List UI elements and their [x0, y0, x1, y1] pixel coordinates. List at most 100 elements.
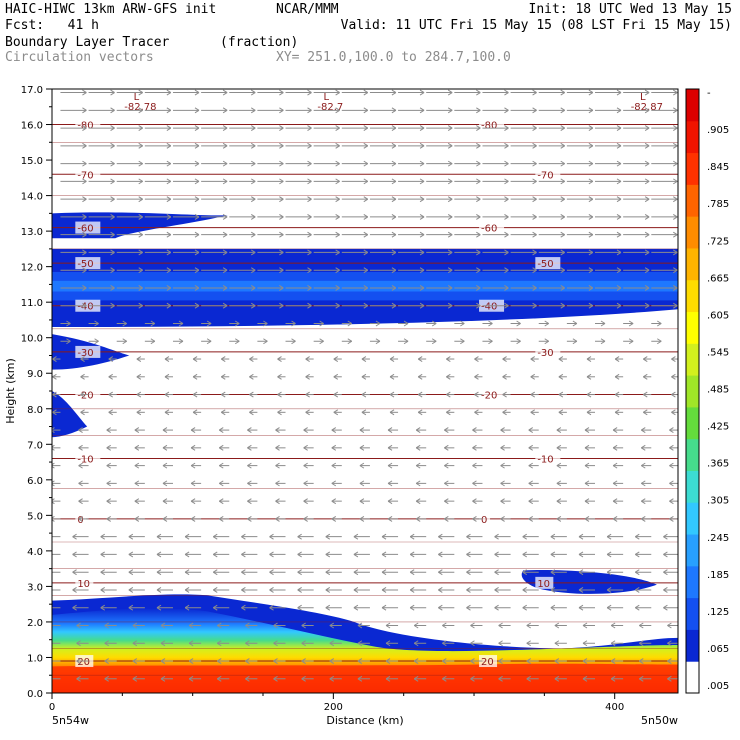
wind-vector-head	[466, 587, 471, 593]
circulation-vector-layer	[44, 89, 705, 682]
contour-label-bg	[75, 345, 101, 358]
wind-vector-head	[222, 160, 228, 167]
wind-vector-head	[100, 569, 105, 576]
wind-vector-head	[644, 302, 650, 309]
contour-label: 0	[481, 515, 487, 526]
wind-vector-head	[560, 125, 565, 132]
wind-vector-head	[502, 391, 507, 398]
wind-vector-head	[94, 338, 99, 345]
wind-vector-head	[502, 373, 507, 380]
wind-vector-head	[447, 213, 453, 220]
wind-vector-head	[275, 480, 280, 487]
wind-vector-head	[528, 462, 533, 469]
wind-vector-head	[363, 178, 369, 185]
wind-vector-head	[558, 409, 564, 416]
colorbar-swatch	[686, 279, 699, 313]
wind-vector-head	[391, 249, 397, 256]
wind-vector-head	[166, 231, 172, 238]
wind-vector-head	[578, 569, 584, 576]
wind-vector-head	[218, 427, 224, 434]
wind-vector-head	[612, 444, 618, 451]
wind-vector-head	[532, 302, 537, 309]
wind-vector-head	[560, 249, 565, 256]
wind-vector-head	[673, 285, 678, 291]
wind-vector-head	[363, 196, 369, 203]
wind-vector-head	[220, 373, 226, 380]
wind-vector-head	[612, 498, 618, 505]
wind-vector-head	[249, 356, 254, 362]
wind-vector-head	[701, 285, 705, 290]
wind-vector-head	[488, 320, 493, 327]
contour-label-bg	[479, 388, 505, 401]
wind-vector-head	[628, 338, 634, 345]
wind-vector-head	[331, 462, 337, 469]
wind-vector-head	[132, 675, 138, 682]
wind-vector-head	[447, 249, 453, 256]
wind-vector-head	[616, 160, 622, 167]
wind-vector-head	[556, 462, 562, 469]
wind-vector-head	[347, 338, 353, 345]
wind-vector-head	[78, 480, 83, 487]
wind-vector-head	[528, 427, 533, 434]
wind-vector-head	[166, 125, 172, 132]
wind-vector-head	[190, 427, 196, 434]
wind-vector-head	[279, 231, 284, 238]
wind-vector-head	[415, 427, 421, 434]
wind-vector-head	[166, 178, 172, 185]
wind-vector-head	[446, 391, 451, 398]
wind-vector-head	[263, 320, 268, 327]
wind-vector-head	[701, 179, 705, 184]
wind-vector-head	[387, 515, 393, 522]
wind-vector-head	[526, 658, 531, 664]
wind-vector-head	[194, 302, 200, 309]
wind-vector-head	[194, 196, 200, 203]
wind-vector-head	[635, 569, 640, 576]
wind-vector-head	[476, 249, 481, 256]
wind-vector-head	[307, 302, 312, 309]
wind-vector-head	[417, 356, 423, 362]
wind-vector-head	[108, 409, 113, 416]
wind-vector-head	[335, 196, 340, 203]
wind-vector-head	[329, 640, 335, 647]
wind-vector-head	[532, 142, 537, 149]
wind-vector-head	[206, 338, 212, 345]
wind-vector-head	[498, 675, 503, 682]
wind-vector-head	[532, 249, 537, 256]
wind-vector-head	[192, 409, 198, 416]
wind-vector-head	[273, 622, 278, 629]
wind-vector-head	[572, 320, 578, 327]
wind-vector-head	[128, 569, 134, 576]
wind-vector-head	[572, 338, 578, 345]
wind-vector-head	[447, 107, 453, 114]
wind-vector-head	[110, 249, 115, 256]
wind-vector-head	[194, 213, 200, 220]
wind-vector-head	[279, 196, 284, 203]
wind-vector-head	[616, 302, 622, 309]
wind-vector-head	[387, 498, 393, 505]
wind-vector-head	[136, 391, 142, 398]
wind-vector-head	[532, 213, 537, 220]
wind-vector-head	[241, 551, 246, 558]
wind-vector-head	[610, 622, 616, 629]
wind-vector-head	[325, 604, 331, 611]
wind-vector-head	[644, 249, 650, 256]
wind-vector-head	[190, 462, 196, 469]
wind-vector-head	[250, 213, 256, 220]
wind-vector-head	[190, 444, 196, 451]
wind-vector-head	[72, 569, 77, 576]
wind-vector-head	[357, 675, 363, 682]
wind-vector-head	[82, 302, 87, 309]
overlay-name: Circulation vectors	[5, 50, 154, 65]
wind-vector-head	[128, 604, 134, 611]
wind-vector-head	[325, 533, 331, 540]
wind-vector-head	[616, 213, 622, 220]
wind-vector-head	[250, 196, 256, 203]
wind-vector-head	[66, 320, 71, 327]
wind-vector-head	[504, 213, 509, 220]
wind-vector-head	[447, 89, 453, 96]
wind-vector-head	[303, 462, 308, 469]
wind-vector-head	[44, 570, 48, 575]
wind-vector-head	[560, 89, 565, 96]
colorbar-swatch	[686, 406, 699, 440]
wind-vector-head	[166, 285, 172, 291]
